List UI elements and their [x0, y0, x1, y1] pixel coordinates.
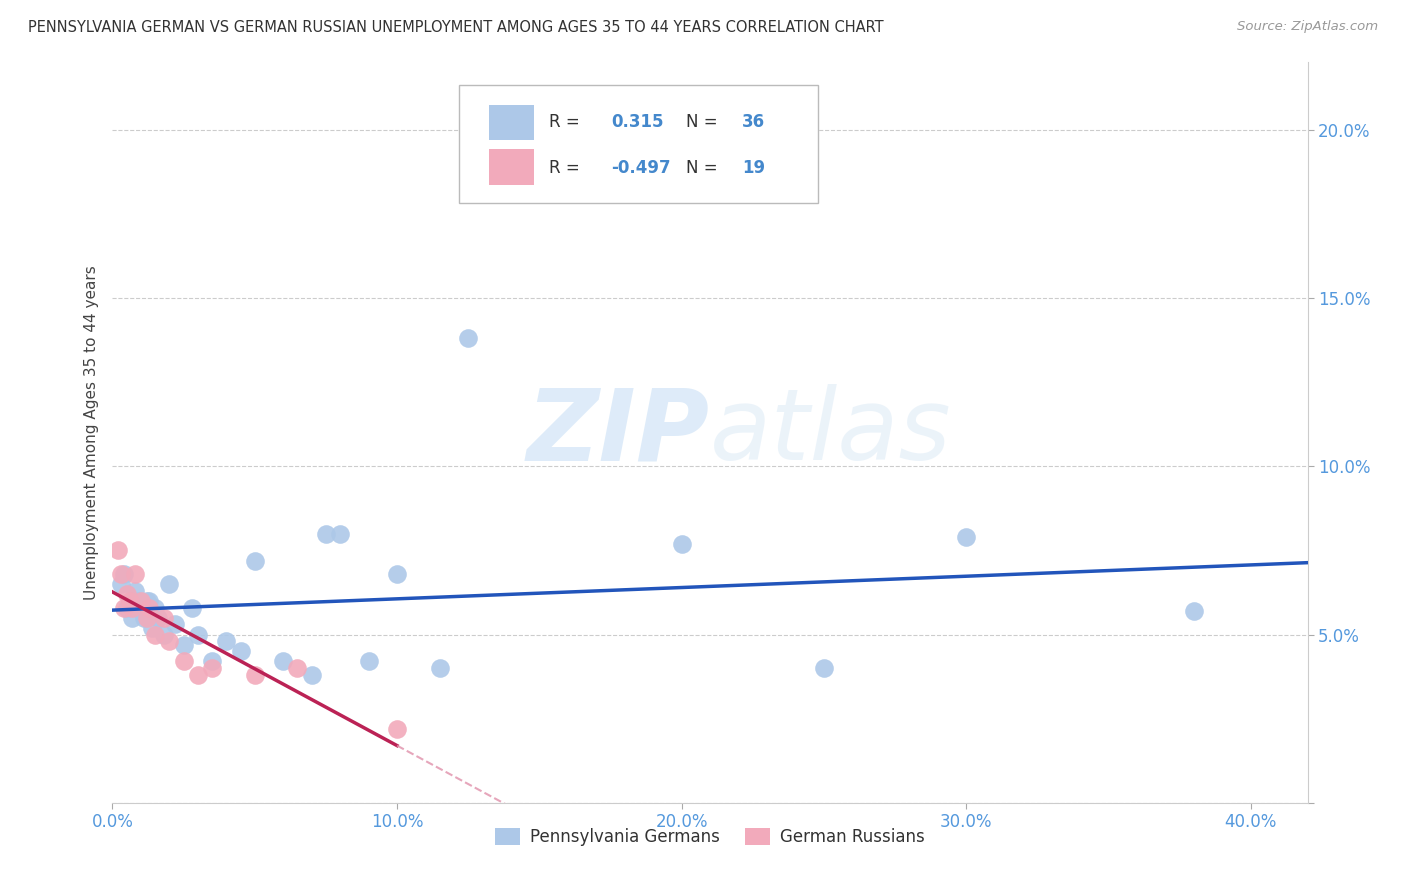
Point — [152, 627, 174, 641]
Text: R =: R = — [548, 112, 585, 130]
Text: R =: R = — [548, 159, 585, 177]
Text: 19: 19 — [742, 159, 765, 177]
Bar — [489, 104, 534, 140]
Bar — [489, 149, 534, 185]
Point — [124, 583, 146, 598]
Point — [457, 331, 479, 345]
Point — [271, 655, 294, 669]
Point — [129, 594, 152, 608]
Point — [429, 661, 451, 675]
Point — [385, 722, 408, 736]
Point — [121, 610, 143, 624]
Point — [201, 661, 224, 675]
Point — [955, 530, 977, 544]
Point — [115, 600, 138, 615]
Text: 36: 36 — [742, 112, 765, 130]
Point — [112, 600, 135, 615]
Text: N =: N = — [686, 159, 723, 177]
Point — [243, 668, 266, 682]
Point — [187, 627, 209, 641]
Point — [229, 644, 252, 658]
Point — [110, 577, 132, 591]
Point — [357, 655, 380, 669]
Point — [143, 627, 166, 641]
Point — [121, 600, 143, 615]
Point — [173, 638, 195, 652]
Point — [124, 566, 146, 581]
Y-axis label: Unemployment Among Ages 35 to 44 years: Unemployment Among Ages 35 to 44 years — [83, 265, 98, 600]
Point — [165, 617, 187, 632]
Text: PENNSYLVANIA GERMAN VS GERMAN RUSSIAN UNEMPLOYMENT AMONG AGES 35 TO 44 YEARS COR: PENNSYLVANIA GERMAN VS GERMAN RUSSIAN UN… — [28, 20, 884, 35]
Text: Source: ZipAtlas.com: Source: ZipAtlas.com — [1237, 20, 1378, 33]
Point — [215, 634, 238, 648]
Point — [141, 621, 163, 635]
Point — [138, 600, 160, 615]
Point — [287, 661, 309, 675]
Text: -0.497: -0.497 — [610, 159, 671, 177]
FancyBboxPatch shape — [458, 85, 818, 203]
Point — [118, 594, 141, 608]
Point — [115, 587, 138, 601]
Text: N =: N = — [686, 112, 723, 130]
Point — [813, 661, 835, 675]
Point — [173, 655, 195, 669]
Text: 0.315: 0.315 — [610, 112, 664, 130]
Legend: Pennsylvania Germans, German Russians: Pennsylvania Germans, German Russians — [495, 828, 925, 847]
Point — [118, 594, 141, 608]
Point — [301, 668, 323, 682]
Point — [135, 594, 157, 608]
Point — [157, 634, 180, 648]
Point — [152, 610, 174, 624]
Point — [127, 594, 149, 608]
Point — [135, 610, 157, 624]
Point — [329, 526, 352, 541]
Point — [107, 543, 129, 558]
Point — [1182, 604, 1205, 618]
Point — [671, 536, 693, 550]
Point — [138, 594, 160, 608]
Point — [243, 553, 266, 567]
Point — [157, 577, 180, 591]
Point — [129, 600, 152, 615]
Point — [181, 600, 204, 615]
Point — [132, 610, 155, 624]
Point — [187, 668, 209, 682]
Text: atlas: atlas — [710, 384, 952, 481]
Point — [112, 566, 135, 581]
Point — [146, 610, 169, 624]
Text: ZIP: ZIP — [527, 384, 710, 481]
Point — [110, 566, 132, 581]
Point — [315, 526, 337, 541]
Point — [385, 566, 408, 581]
Point — [143, 600, 166, 615]
Point — [201, 655, 224, 669]
